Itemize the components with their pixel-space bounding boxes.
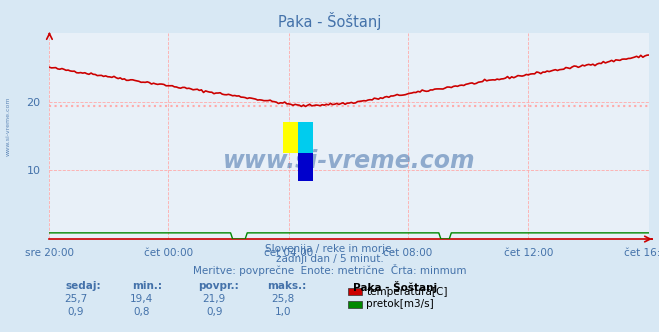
Text: 25,7: 25,7 [64,294,88,304]
Text: 0,8: 0,8 [133,307,150,317]
Bar [299,123,313,153]
Text: 19,4: 19,4 [130,294,154,304]
Text: Paka - Šoštanj: Paka - Šoštanj [278,12,381,30]
Text: sedaj:: sedaj: [66,281,101,290]
Text: 1,0: 1,0 [275,307,292,317]
Text: Slovenija / reke in morje.: Slovenija / reke in morje. [264,244,395,254]
Text: Paka - Šoštanj: Paka - Šoštanj [353,281,437,292]
Text: 25,8: 25,8 [272,294,295,304]
Bar [283,123,299,153]
Text: Meritve: povprečne  Enote: metrične  Črta: minmum: Meritve: povprečne Enote: metrične Črta:… [192,264,467,276]
Bar [299,153,313,181]
Text: 0,9: 0,9 [206,307,223,317]
Text: povpr.:: povpr.: [198,281,239,290]
Text: min.:: min.: [132,281,162,290]
Text: pretok[m3/s]: pretok[m3/s] [366,299,434,309]
Text: 21,9: 21,9 [202,294,226,304]
Text: 0,9: 0,9 [67,307,84,317]
Text: www.si-vreme.com: www.si-vreme.com [5,96,11,156]
Text: www.si-vreme.com: www.si-vreme.com [223,149,476,173]
Text: temperatura[C]: temperatura[C] [366,287,448,297]
Text: maks.:: maks.: [267,281,306,290]
Text: zadnji dan / 5 minut.: zadnji dan / 5 minut. [275,254,384,264]
